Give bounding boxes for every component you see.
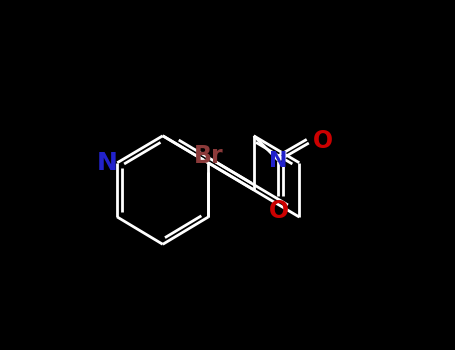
- Text: N: N: [96, 151, 117, 175]
- Text: O: O: [268, 199, 288, 223]
- Text: Br: Br: [193, 144, 223, 168]
- Text: O: O: [313, 129, 333, 153]
- Text: N: N: [269, 150, 288, 170]
